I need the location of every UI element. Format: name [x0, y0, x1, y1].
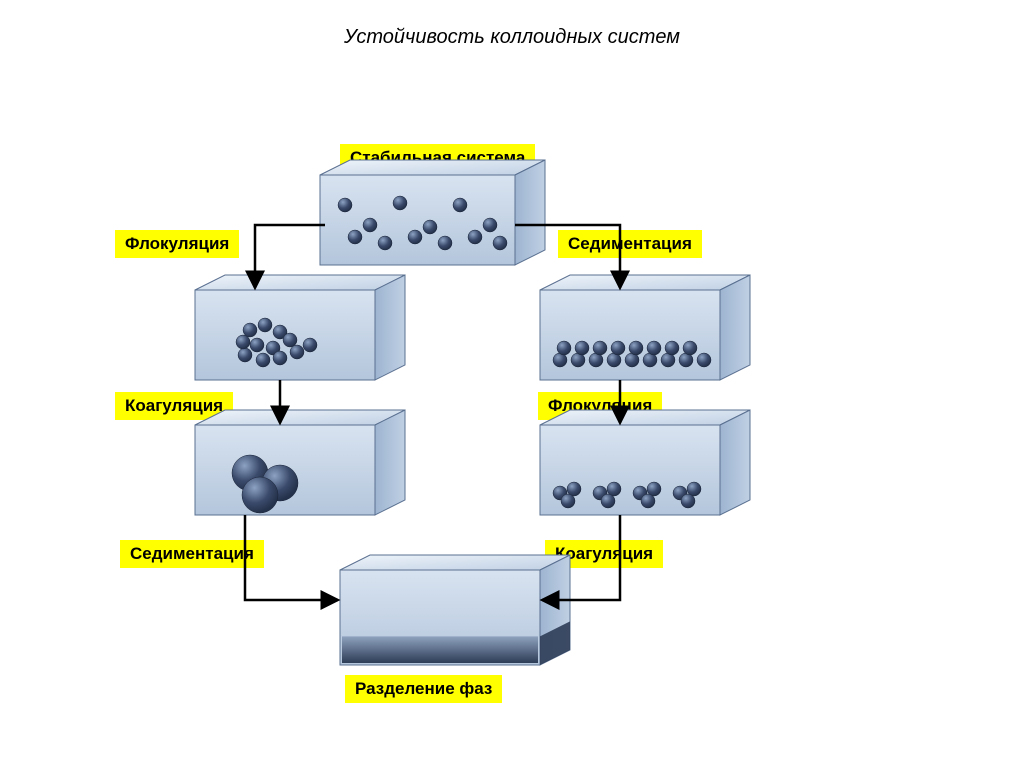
label-stable: Стабильная система [340, 144, 535, 172]
page-title: Устойчивость коллоидных систем [0, 26, 1024, 49]
diagram-canvas [0, 0, 1024, 768]
label-coag-left: Коагуляция [115, 392, 233, 420]
label-floc-right: Флокуляция [538, 392, 662, 420]
label-coag-right: Коагуляция [545, 540, 663, 568]
label-floc-left: Флокуляция [115, 230, 239, 258]
label-sedi-right: Седиментация [558, 230, 702, 258]
label-sedi-left: Седиментация [120, 540, 264, 568]
label-phase: Разделение фаз [345, 675, 502, 703]
